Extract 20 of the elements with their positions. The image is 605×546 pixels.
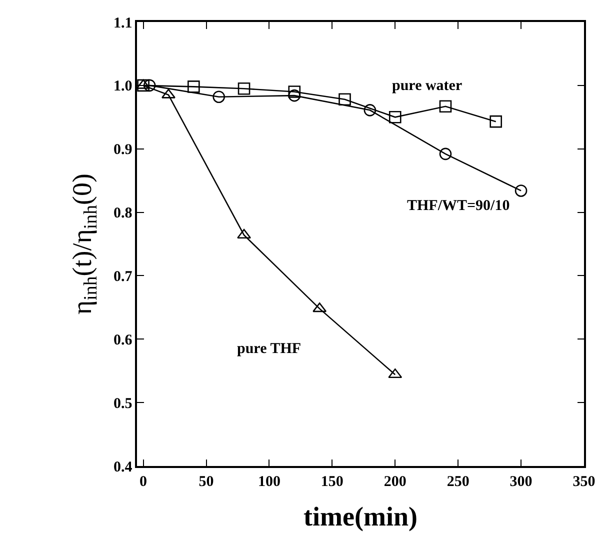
y-tick-label: 0.9	[114, 142, 132, 158]
y-tick-label: 1.1	[114, 15, 132, 32]
x-tick-label: 250	[446, 474, 470, 490]
x-axis-title: time(min)	[304, 502, 418, 532]
x-tick-label: 0	[140, 474, 148, 490]
series-label: THF/WT=90/10	[407, 198, 510, 214]
y-tick-label: 0.7	[114, 268, 133, 285]
x-tick-label: 200	[384, 474, 406, 490]
x-tick-label: 50	[198, 474, 214, 490]
y-tick-label: 0.4	[114, 459, 133, 476]
x-tick-label: 100	[258, 474, 280, 490]
x-tick-label: 150	[320, 474, 344, 490]
x-tick-label: 350	[572, 474, 596, 490]
y-tick-label: 0.8	[114, 206, 132, 222]
text: pure THF	[237, 341, 302, 357]
series-label: pure water	[392, 78, 462, 94]
x-tick-label: 300	[510, 474, 532, 490]
y-tick-label: 0.5	[114, 396, 132, 412]
y-tick-label: 1.0	[114, 78, 132, 95]
y-tick-label: 0.6	[114, 332, 133, 348]
